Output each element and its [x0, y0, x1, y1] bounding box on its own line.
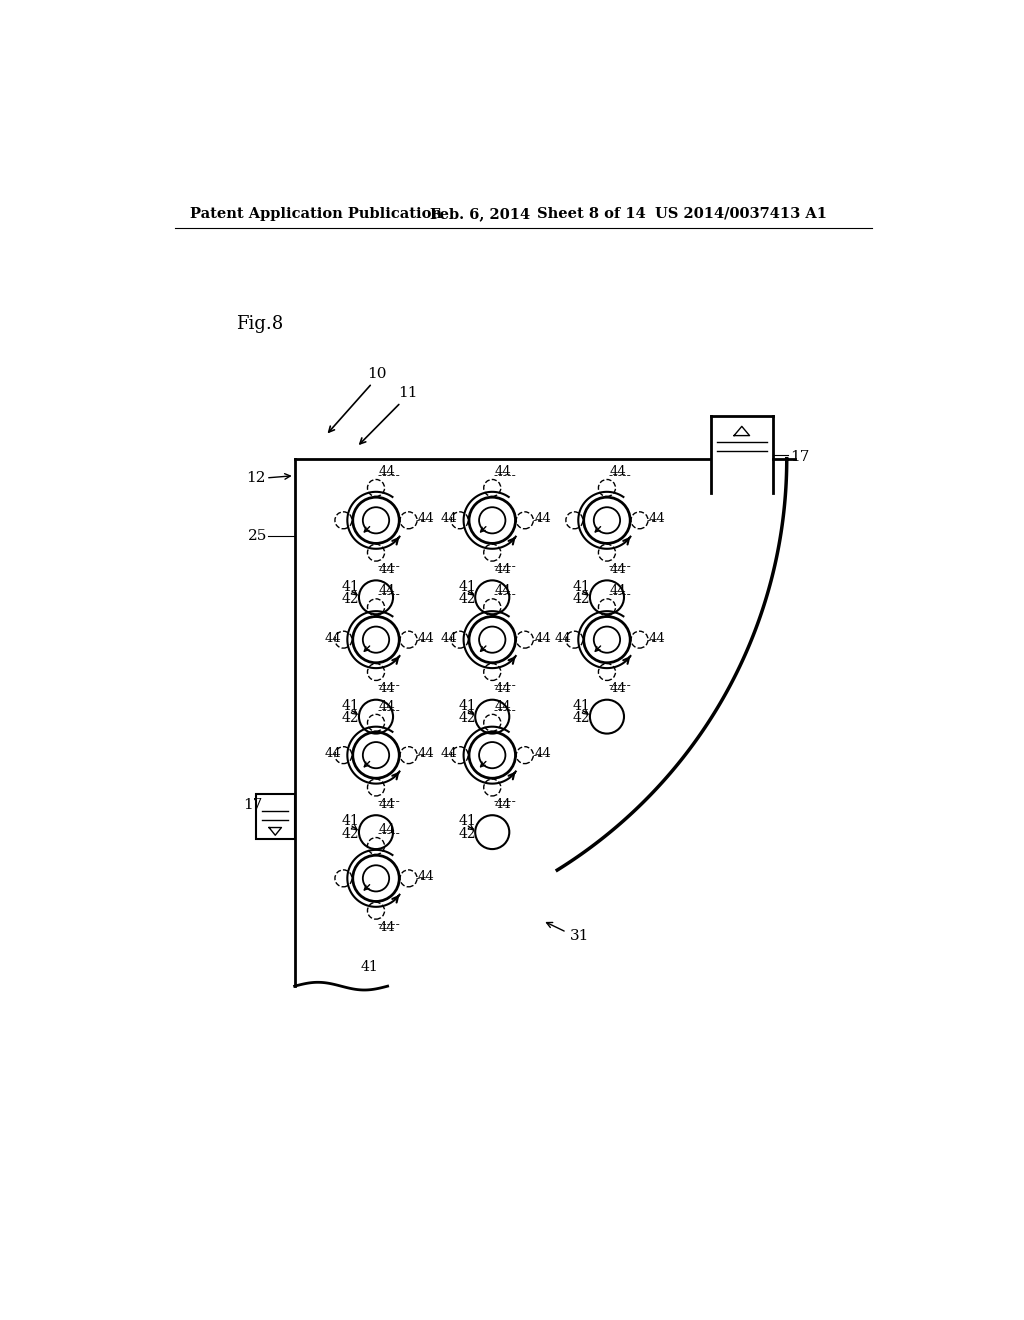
Text: 44: 44 — [378, 797, 395, 810]
Text: 42: 42 — [458, 591, 476, 606]
Text: 42: 42 — [342, 711, 359, 725]
Text: 10: 10 — [367, 367, 386, 381]
Text: 44: 44 — [495, 465, 511, 478]
Text: Fig.8: Fig.8 — [237, 315, 284, 333]
Text: 44: 44 — [609, 465, 626, 478]
Text: 41: 41 — [342, 814, 359, 829]
Bar — [256, 795, 295, 840]
Text: 44: 44 — [418, 631, 434, 644]
Text: Sheet 8 of 14: Sheet 8 of 14 — [538, 207, 646, 220]
Text: 42: 42 — [342, 826, 359, 841]
Text: 44: 44 — [495, 585, 511, 598]
Text: 17: 17 — [243, 799, 262, 812]
Text: 44: 44 — [378, 921, 395, 933]
Text: 44: 44 — [418, 512, 434, 525]
Text: 41: 41 — [458, 698, 476, 713]
Text: Feb. 6, 2014: Feb. 6, 2014 — [430, 207, 530, 220]
Text: Patent Application Publication: Patent Application Publication — [190, 207, 442, 220]
Text: 44: 44 — [440, 512, 457, 525]
Text: 42: 42 — [458, 711, 476, 725]
Text: 41: 41 — [572, 698, 591, 713]
Text: 41: 41 — [458, 814, 476, 829]
Text: 41: 41 — [342, 698, 359, 713]
Text: 44: 44 — [649, 631, 666, 644]
Text: 44: 44 — [418, 747, 434, 760]
Text: 44: 44 — [418, 870, 434, 883]
Text: 42: 42 — [458, 826, 476, 841]
Text: 44: 44 — [609, 682, 626, 696]
Text: 11: 11 — [397, 387, 417, 400]
Text: US 2014/0037413 A1: US 2014/0037413 A1 — [655, 207, 827, 220]
Text: 44: 44 — [535, 631, 551, 644]
Text: 44: 44 — [495, 700, 511, 713]
Text: 41: 41 — [342, 579, 359, 594]
Text: 44: 44 — [378, 465, 395, 478]
Text: 41: 41 — [572, 579, 591, 594]
Text: 44: 44 — [378, 585, 395, 598]
Text: 44: 44 — [609, 585, 626, 598]
Text: 42: 42 — [572, 711, 591, 725]
Text: 44: 44 — [324, 747, 341, 760]
Text: 42: 42 — [572, 591, 591, 606]
Text: 25: 25 — [248, 529, 267, 543]
Text: 44: 44 — [440, 747, 457, 760]
Text: 44: 44 — [495, 562, 511, 576]
Text: 44: 44 — [495, 682, 511, 696]
Text: 44: 44 — [378, 700, 395, 713]
Text: 44: 44 — [440, 631, 457, 644]
Text: 44: 44 — [378, 682, 395, 696]
Text: 44: 44 — [324, 631, 341, 644]
Text: 31: 31 — [569, 929, 589, 942]
Text: 44: 44 — [378, 562, 395, 576]
Text: 44: 44 — [495, 797, 511, 810]
Text: 17: 17 — [791, 450, 810, 465]
Text: 12: 12 — [246, 471, 265, 484]
Text: 44: 44 — [535, 747, 551, 760]
Text: 41: 41 — [458, 579, 476, 594]
Text: 42: 42 — [342, 591, 359, 606]
Text: 44: 44 — [535, 512, 551, 525]
Text: 44: 44 — [555, 631, 571, 644]
Text: 44: 44 — [649, 512, 666, 525]
Text: 44: 44 — [378, 822, 395, 836]
Text: 44: 44 — [609, 562, 626, 576]
Text: 41: 41 — [360, 960, 378, 974]
